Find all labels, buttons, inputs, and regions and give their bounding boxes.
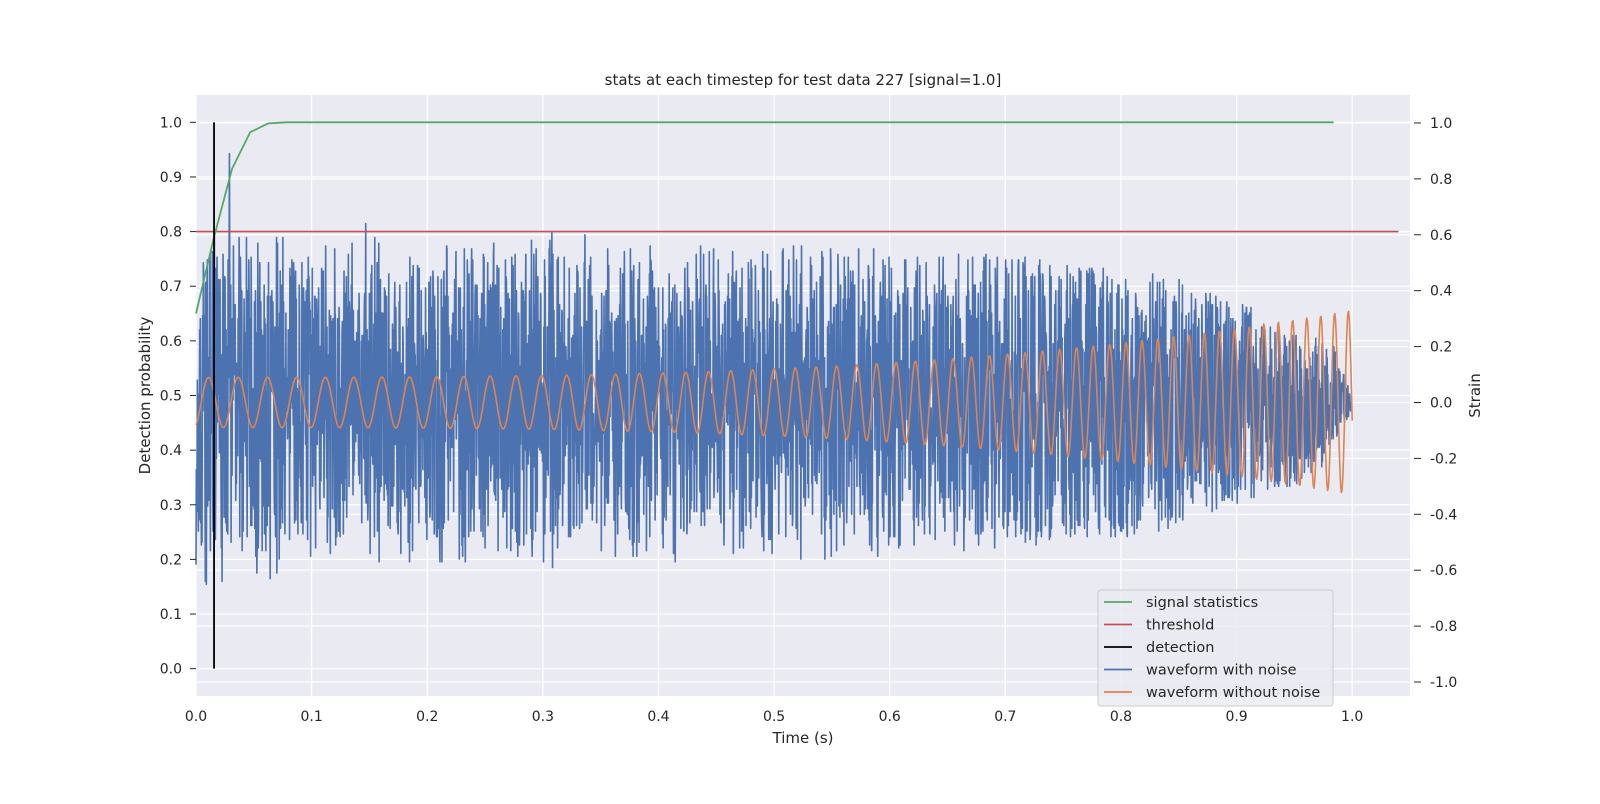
left-y-tick-label: 0.5 <box>160 389 182 405</box>
right-y-axis: -1.0 -0.8 -0.6 -0.4 -0.2 0.0 0.2 0.4 0.6 0.8 1.0 <box>1414 116 1457 691</box>
right-y-tick-label: -0.8 <box>1430 619 1457 635</box>
x-tick-label: 0.1 <box>300 709 322 725</box>
right-y-tick-label: 1.0 <box>1430 116 1452 132</box>
left-y-tick-label: 0.2 <box>160 552 182 568</box>
series-waveform-with-noise <box>195 152 1353 585</box>
left-y-tick-label: 0.0 <box>160 662 182 678</box>
left-y-tick-label: 0.7 <box>160 279 182 295</box>
legend-entry: threshold <box>1146 618 1214 634</box>
left-y-tick-label: 0.9 <box>160 170 182 186</box>
legend-box <box>1097 589 1334 707</box>
left-y-axis-label: Detection probability <box>136 317 154 475</box>
series-signal-statistics <box>195 121 1334 314</box>
left-y-axis: 0.0 0.1 0.2 0.3 0.4 0.5 0.6 0.7 0.8 0.9 1.0 <box>160 115 196 678</box>
x-tick-label: 0.3 <box>532 709 554 725</box>
x-axis-label: Time (s) <box>772 729 834 747</box>
left-y-tick-label: 1.0 <box>160 115 182 131</box>
left-y-tick-label: 0.4 <box>160 443 182 459</box>
x-tick-label: 0.8 <box>1110 709 1132 725</box>
x-tick-label: 0.2 <box>416 709 438 725</box>
legend-entry: signal statistics <box>1146 595 1258 611</box>
left-y-tick-label: 0.6 <box>160 334 182 350</box>
x-tick-label: 0.0 <box>185 709 207 725</box>
right-y-tick-label: 0.0 <box>1430 395 1452 411</box>
x-tick-label: 0.5 <box>763 709 785 725</box>
legend-entry: waveform without noise <box>1146 685 1320 701</box>
right-y-tick-label: -0.6 <box>1430 563 1457 579</box>
series-waveform-without-noise <box>195 310 1353 494</box>
left-y-tick-label: 0.8 <box>160 225 182 241</box>
x-axis: 0.0 0.1 0.2 0.3 0.4 0.5 0.6 0.7 0.8 0.9 1.0 <box>185 709 1363 725</box>
right-y-tick-label: -0.4 <box>1430 507 1457 523</box>
x-tick-label: 0.6 <box>879 709 901 725</box>
right-y-tick-label: 0.8 <box>1430 172 1452 188</box>
legend-entry: waveform with noise <box>1146 663 1297 679</box>
x-tick-label: 1.0 <box>1341 709 1363 725</box>
right-y-tick-label: -1.0 <box>1430 675 1457 691</box>
x-tick-label: 0.7 <box>994 709 1016 725</box>
legend: signal statistics threshold detection wavef… <box>1097 589 1334 707</box>
series-layer <box>195 121 1399 669</box>
left-y-tick-label: 0.1 <box>160 607 182 623</box>
right-y-axis-label: Strain <box>1466 373 1484 417</box>
left-y-tick-label: 0.3 <box>160 498 182 514</box>
right-y-tick-label: 0.2 <box>1430 340 1452 356</box>
right-y-tick-label: 0.6 <box>1430 228 1452 244</box>
legend-entry: detection <box>1146 640 1214 656</box>
x-tick-label: 0.9 <box>1225 709 1247 725</box>
right-y-tick-label: 0.4 <box>1430 284 1452 300</box>
chart-title: stats at each timestep for test data 227… <box>605 71 1002 89</box>
right-y-tick-label: -0.2 <box>1430 451 1457 467</box>
x-tick-label: 0.4 <box>647 709 669 725</box>
